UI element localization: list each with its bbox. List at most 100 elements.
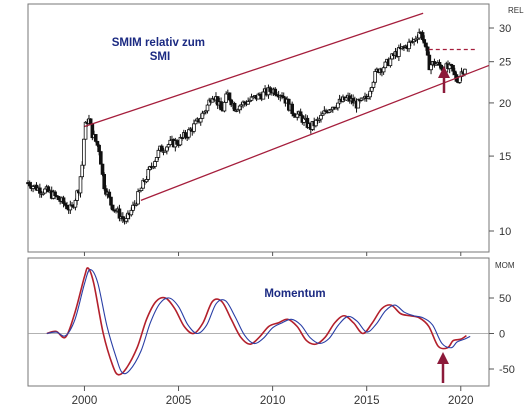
price-tick-label: 15 xyxy=(499,151,511,163)
candle-body xyxy=(200,112,205,119)
x-tick-label: 2000 xyxy=(72,395,98,407)
candle-body xyxy=(192,123,196,132)
candle-body xyxy=(78,176,83,194)
candle-body xyxy=(383,61,388,69)
x-tick-label: 2010 xyxy=(260,395,286,407)
candle-body xyxy=(187,129,191,138)
price-tick-label: 10 xyxy=(499,226,511,238)
candle-body xyxy=(222,101,227,112)
candle-body xyxy=(73,200,78,208)
candle-body xyxy=(429,64,433,71)
x-tick-label: 2015 xyxy=(354,395,380,407)
candle-body xyxy=(290,103,294,114)
price-title-line2: SMI xyxy=(150,51,170,63)
candle-body xyxy=(424,42,428,48)
candle-body xyxy=(232,103,237,112)
candle-body xyxy=(61,197,66,204)
candle-body xyxy=(83,121,88,140)
candle-body xyxy=(422,39,427,44)
lower-channel-line xyxy=(140,64,490,202)
candle-body xyxy=(97,144,101,153)
candle-body xyxy=(129,209,134,216)
candle-body xyxy=(219,101,223,111)
momentum-tick-label: 50 xyxy=(499,293,511,305)
candle-body xyxy=(198,117,203,123)
candle-body xyxy=(80,164,84,178)
up-arrow-icon xyxy=(438,66,450,93)
candle-body xyxy=(452,70,457,76)
candle-body xyxy=(227,92,232,101)
candle-body xyxy=(368,90,372,98)
candle-body xyxy=(407,41,411,50)
candle-body xyxy=(183,132,188,138)
x-tick-label: 2020 xyxy=(448,395,474,407)
candle-body xyxy=(336,102,340,109)
candle-body xyxy=(319,114,323,120)
candle-body xyxy=(38,187,42,194)
candle-body xyxy=(451,65,455,72)
price-candles xyxy=(26,28,467,225)
candle-body xyxy=(154,157,159,162)
momentum-line-red xyxy=(46,267,467,376)
candle-body xyxy=(371,81,376,88)
candle-body xyxy=(463,68,467,75)
candle-body xyxy=(124,218,129,222)
price-panel-frame xyxy=(27,3,490,253)
candle-body xyxy=(53,191,57,197)
channel-lines xyxy=(84,12,490,202)
candle-body xyxy=(193,120,198,125)
x-tick-label: 2005 xyxy=(166,395,192,407)
candle-body xyxy=(373,71,377,83)
candle-body xyxy=(146,169,151,180)
candle-body xyxy=(110,204,115,211)
candle-body xyxy=(439,64,444,70)
momentum-tick-label: 0 xyxy=(499,329,505,341)
candle-body xyxy=(205,104,210,112)
price-tick-label: 25 xyxy=(499,57,511,69)
candle-body xyxy=(102,174,107,190)
candle-body xyxy=(437,62,442,66)
candle-body xyxy=(425,46,430,56)
candle-body xyxy=(109,196,113,206)
candle-body xyxy=(95,140,100,146)
price-tick-label: 20 xyxy=(499,98,511,110)
candle-body xyxy=(369,87,374,92)
candle-body xyxy=(381,67,386,73)
candle-body xyxy=(420,32,425,40)
candle-body xyxy=(314,119,318,127)
x-axis: 2000 2005 2010 2015 2020 xyxy=(72,252,474,407)
price-y-ticks: 10 15 20 25 30 xyxy=(489,23,511,238)
price-unit-label: REL xyxy=(508,6,524,15)
candle-body xyxy=(43,188,47,194)
momentum-unit-label: MOM xyxy=(495,261,515,270)
candle-body xyxy=(298,111,303,117)
upper-channel-line xyxy=(84,12,424,128)
candle-body xyxy=(261,91,266,100)
candle-body xyxy=(153,161,157,167)
momentum-lines xyxy=(46,267,471,376)
candle-body xyxy=(82,138,86,166)
price-title-line1: SMIM relativ zum xyxy=(112,37,205,49)
candle-body xyxy=(237,105,242,111)
momentum-chart-title: Momentum xyxy=(264,288,325,300)
candle-body xyxy=(224,93,228,103)
candle-body xyxy=(107,191,112,198)
price-tick-label: 30 xyxy=(499,23,511,35)
candle-body xyxy=(295,113,300,118)
candle-body xyxy=(99,151,103,165)
momentum-panel-frame xyxy=(27,257,490,387)
momentum-y-ticks: -50 0 50 xyxy=(28,293,515,376)
candle-body xyxy=(156,149,161,158)
candle-body xyxy=(93,134,98,142)
candle-body xyxy=(165,146,169,152)
candle-body xyxy=(65,204,69,210)
candle-body xyxy=(136,191,140,205)
candle-body xyxy=(56,195,61,201)
momentum-tick-label: -50 xyxy=(499,364,515,376)
candle-body xyxy=(131,204,135,211)
up-arrow-icon xyxy=(437,352,449,383)
price-chart-title: SMIM relativ zum SMI xyxy=(112,37,209,63)
candle-body xyxy=(388,58,393,67)
candle-body xyxy=(268,87,272,92)
